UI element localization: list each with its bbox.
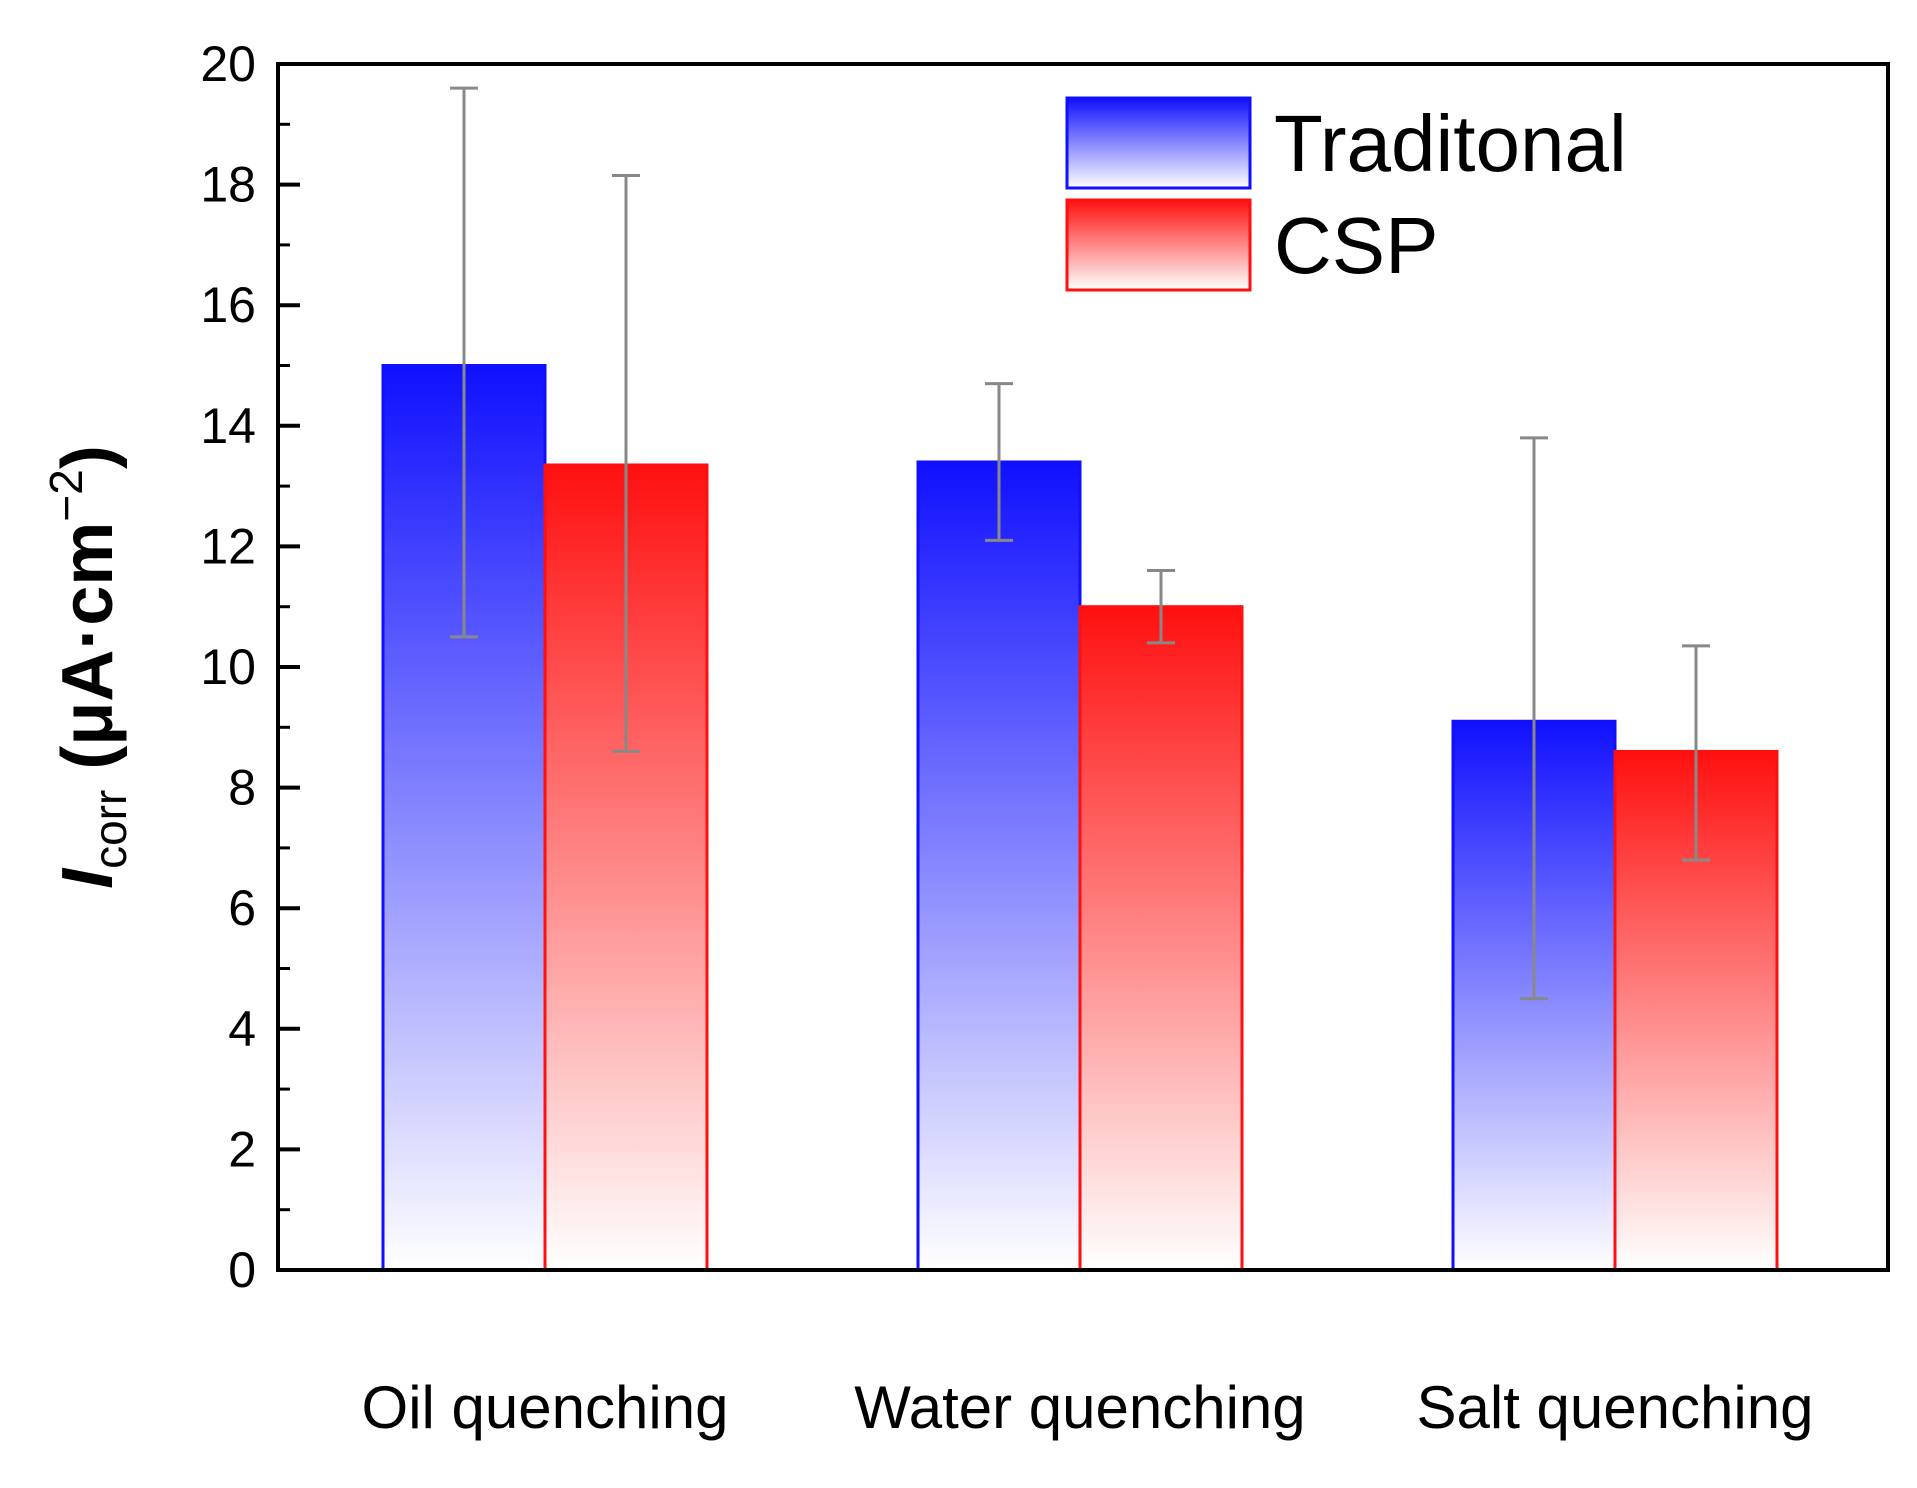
legend-label-csp: CSP: [1274, 201, 1439, 290]
y-tick-label-4: 4: [228, 1001, 256, 1057]
legend-label-traditonal: Traditonal: [1274, 99, 1627, 188]
y-tick-label-2: 2: [228, 1121, 256, 1177]
y-tick-label-20: 20: [200, 36, 256, 92]
error-bar-traditonal-0: [450, 86, 478, 639]
x-category-label-1: Water quenching: [854, 1374, 1305, 1441]
legend-swatch-csp: [1065, 198, 1252, 292]
legend-swatch-traditonal: [1065, 96, 1252, 190]
y-tick-label-18: 18: [200, 157, 256, 213]
y-tick-label-16: 16: [200, 277, 256, 333]
error-bar-traditonal-2: [1520, 436, 1548, 1001]
x-category-label-2: Salt quenching: [1417, 1374, 1814, 1441]
error-bar-csp-1: [1147, 569, 1175, 645]
y-axis-title: Icorr (μA·cm−2): [40, 445, 136, 889]
bar-csp-1: [1078, 605, 1244, 1272]
y-tick-label-10: 10: [200, 639, 256, 695]
x-category-label-0: Oil quenching: [362, 1374, 729, 1441]
y-tick-label-8: 8: [228, 760, 256, 816]
legend-item-csp: CSP: [1065, 198, 1439, 292]
y-tick-label-0: 0: [228, 1242, 256, 1298]
error-bar-csp-2: [1682, 644, 1710, 862]
bar-traditonal-1: [916, 460, 1082, 1272]
y-tick-label-6: 6: [228, 880, 256, 936]
y-tick-label-12: 12: [200, 518, 256, 574]
legend-item-traditonal: Traditonal: [1065, 96, 1627, 190]
error-bar-csp-0: [612, 174, 640, 753]
error-bar-traditonal-1: [985, 382, 1013, 542]
y-tick-label-14: 14: [200, 398, 256, 454]
